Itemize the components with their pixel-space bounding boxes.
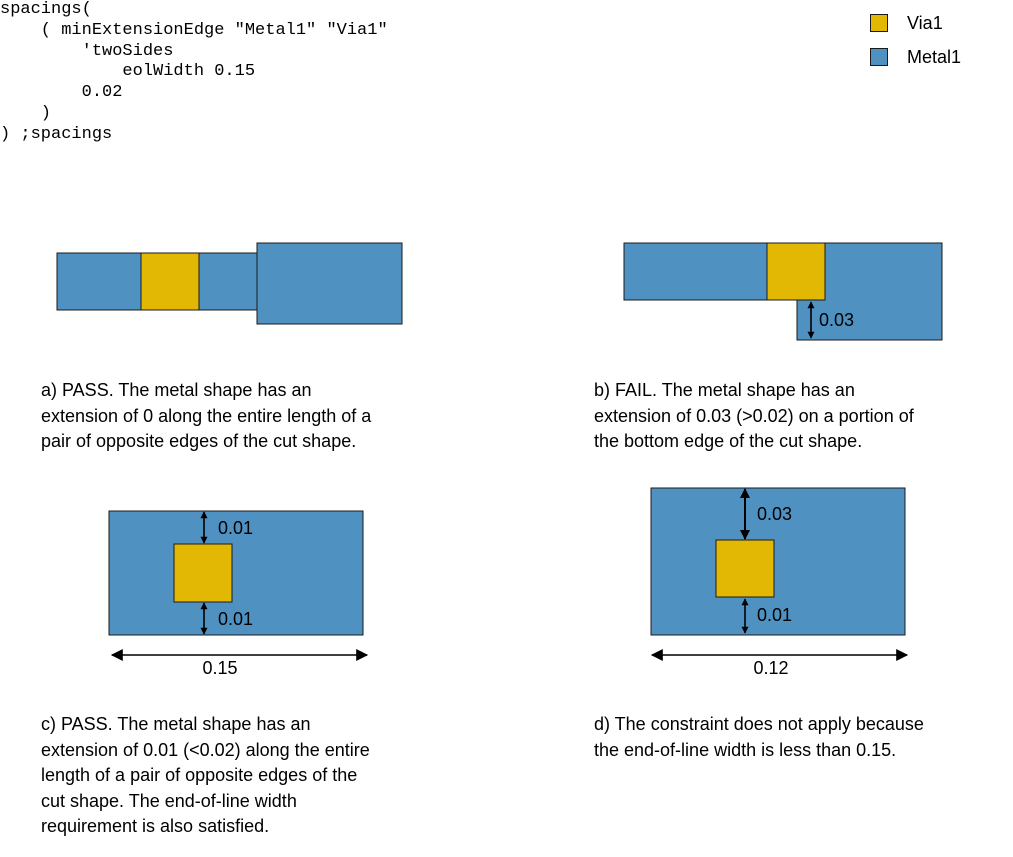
legend-swatch-via1	[870, 14, 888, 32]
dimension-label: 0.03	[757, 504, 792, 524]
width-label: 0.15	[202, 658, 237, 678]
caption-line: extension of 0 along the entire length o…	[41, 405, 372, 426]
metal1-shape	[256, 242, 403, 325]
code-block: spacings( ( minExtensionEdge "Metal1" "V…	[0, 0, 388, 146]
dimension-label: 0.01	[218, 518, 253, 538]
code-line: ( minExtensionEdge "Metal1" "Via1"	[0, 20, 388, 40]
caption-line: c) PASS. The metal shape has an	[41, 714, 311, 734]
legend-swatch-metal1	[870, 48, 888, 66]
via1-shape	[715, 539, 775, 598]
legend-label-metal1: Metal1	[907, 47, 962, 67]
via1-shape	[173, 543, 233, 603]
via1-shape	[140, 252, 200, 311]
code-line: eolWidth 0.15	[0, 62, 256, 82]
caption-a: a) PASS. The metal shape has an extensio…	[41, 378, 371, 455]
dimension-label: 0.01	[757, 605, 792, 625]
figure-b: 0.03	[623, 242, 943, 341]
caption-line: length of a pair of opposite edges of th…	[41, 765, 358, 785]
figure-d: 0.03 0.01 0.12	[650, 487, 909, 678]
caption-line: b) FAIL. The metal shape has an	[594, 380, 855, 400]
caption-line: cut shape. The end-of-line width	[41, 790, 297, 811]
caption-line: pair of opposite edges of the cut shape.	[41, 431, 357, 451]
via1-shape	[766, 242, 826, 301]
caption-d: d) The constraint does not apply because…	[594, 712, 924, 763]
caption-line: d) The constraint does not apply because	[594, 714, 924, 734]
caption-line: requirement is also satisfied.	[41, 816, 270, 836]
code-line: )	[0, 103, 52, 123]
figure-a	[56, 242, 403, 325]
metal1-shape	[650, 487, 906, 636]
caption-line: a) PASS. The metal shape has an	[41, 380, 312, 400]
caption-line: the bottom edge of the cut shape.	[594, 431, 863, 451]
figure-c: 0.01 0.01 0.15	[108, 510, 369, 678]
caption-line: the end-of-line width is less than 0.15.	[594, 739, 897, 760]
caption-b: b) FAIL. The metal shape has an extensio…	[594, 378, 914, 455]
caption-line: extension of 0.03 (>0.02) on a portion o…	[594, 405, 914, 426]
legend-label-via1: Via1	[907, 13, 943, 33]
code-line: 'twoSides	[0, 41, 174, 61]
metal1-shape	[108, 510, 364, 636]
width-label: 0.12	[753, 658, 788, 678]
code-line: ) ;spacings	[0, 124, 113, 144]
caption-line: extension of 0.01 (<0.02) along the enti…	[41, 739, 370, 760]
code-line: 0.02	[0, 83, 123, 103]
caption-c: c) PASS. The metal shape has an extensio…	[41, 712, 370, 840]
dimension-label: 0.03	[819, 310, 854, 330]
code-line: spacings(	[0, 0, 92, 19]
dimension-label: 0.01	[218, 609, 253, 629]
